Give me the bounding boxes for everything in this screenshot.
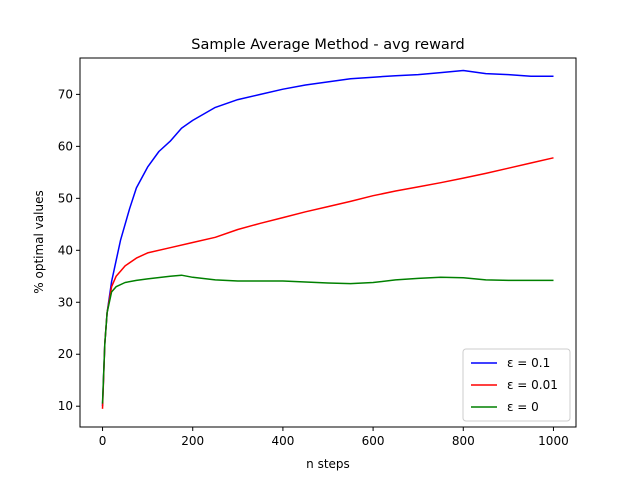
x-tick-label: 400 [271, 434, 294, 448]
legend: ε = 0.1 ε = 0.01 ε = 0 [462, 348, 571, 422]
x-axis-label: n steps [306, 457, 350, 471]
series-line-2 [101, 274, 554, 404]
y-tick-label: 10 [58, 399, 73, 413]
x-tick-label: 800 [452, 434, 475, 448]
legend-label: ε = 0.01 [507, 378, 558, 392]
x-axis: 0 200 400 600 800 1000 [99, 427, 569, 448]
y-tick-label: 60 [58, 139, 73, 153]
legend-label: ε = 0 [507, 400, 539, 414]
y-tick-label: 40 [58, 243, 73, 257]
y-axis-label: % optimal values [32, 190, 46, 293]
y-tick-label: 20 [58, 347, 73, 361]
x-tick-label: 200 [181, 434, 204, 448]
series-layer [101, 69, 554, 409]
series-line-0 [101, 69, 554, 407]
x-tick-label: 600 [362, 434, 385, 448]
plot-area [79, 57, 577, 428]
legend-box [462, 348, 571, 422]
legend-label: ε = 0.1 [507, 356, 550, 370]
y-tick-label: 50 [58, 191, 73, 205]
x-tick-label: 1000 [538, 434, 569, 448]
y-axis: 10 20 30 40 50 60 70 [58, 87, 80, 413]
chart-title: Sample Average Method - avg reward [191, 37, 464, 53]
x-tick-label: 0 [99, 434, 107, 448]
axes-frame [79, 57, 577, 428]
y-tick-label: 70 [58, 87, 73, 101]
y-tick-label: 30 [58, 295, 73, 309]
series-line-1 [101, 157, 554, 409]
